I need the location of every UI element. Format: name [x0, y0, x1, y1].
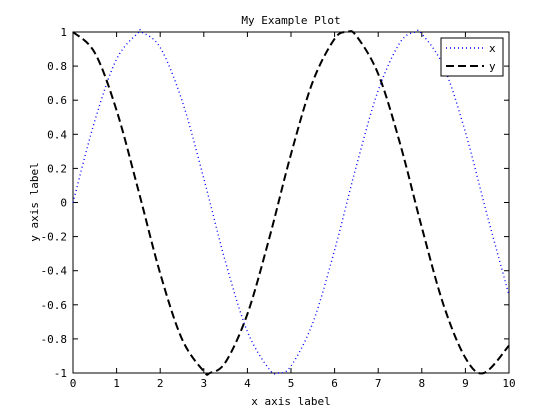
y-tick-label: -1 [54, 367, 67, 380]
x-tick-label: 4 [244, 377, 251, 390]
x-tick-label: 10 [502, 377, 515, 390]
y-tick-label: -0.4 [41, 265, 68, 278]
legend-box [440, 37, 504, 77]
legend-label-x: x [489, 42, 496, 55]
plot-area [72, 31, 510, 374]
y-tick-label: 0.2 [47, 162, 67, 175]
tick-labels: 0 1 2 3 4 5 6 7 8 9 10 -1 -0.8 -0.6 -0.4 -0.2 0 0.2 0.4 0.6… [41, 26, 516, 390]
x-tick-label: 3 [200, 377, 207, 390]
x-tick-label: 0 [70, 377, 77, 390]
chart-title: My Example Plot [241, 14, 340, 27]
y-tick-label: -0.2 [41, 231, 68, 244]
legend: x y [440, 37, 504, 77]
x-tick-label: 1 [113, 377, 120, 390]
y-tick-label: -0.8 [41, 333, 68, 346]
y-tick-label: 0.6 [47, 94, 67, 107]
y-axis-label: y axis label [28, 162, 41, 241]
y-tick-label: 0 [60, 197, 67, 210]
x-tick-label: 7 [375, 377, 382, 390]
x-tick-label: 6 [331, 377, 338, 390]
legend-label-y: y [489, 60, 496, 73]
x-tick-label: 9 [462, 377, 469, 390]
y-tick-label: 0.4 [47, 128, 67, 141]
x-axis-label: x axis label [251, 395, 330, 408]
y-tick-label: -0.6 [41, 299, 68, 312]
x-tick-label: 8 [418, 377, 425, 390]
y-tick-label: 1 [60, 26, 67, 39]
ticks [72, 31, 510, 374]
y-tick-label: 0.8 [47, 60, 67, 73]
x-tick-label: 2 [157, 377, 164, 390]
x-tick-label: 5 [288, 377, 295, 390]
